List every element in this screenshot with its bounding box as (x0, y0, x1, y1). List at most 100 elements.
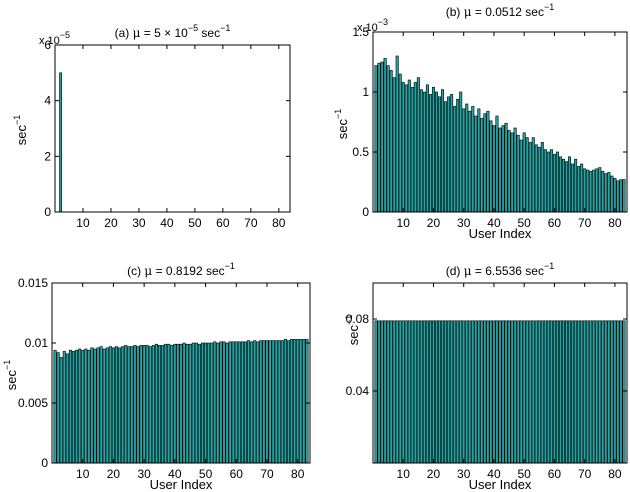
bar (216, 342, 220, 464)
bar (197, 343, 201, 464)
bar (522, 132, 526, 213)
bar (389, 70, 393, 213)
bar (592, 169, 596, 213)
bar (444, 320, 448, 464)
bar (610, 175, 614, 213)
bar (380, 61, 384, 213)
bar (610, 320, 614, 464)
bar (383, 320, 387, 464)
bar (293, 339, 297, 464)
bar (151, 345, 155, 464)
bar (510, 132, 514, 213)
bar (148, 346, 152, 464)
bar (265, 340, 269, 464)
x-axis-label: User Index (469, 226, 532, 241)
bar (290, 339, 294, 464)
chart-title: (a) μ = 5 × 10−5 sec−1 (115, 23, 231, 40)
bar (90, 347, 94, 464)
bar (601, 170, 605, 213)
y-tick-label: 0 (44, 205, 51, 219)
bar (142, 345, 146, 464)
bar (389, 320, 393, 464)
bar (525, 320, 529, 464)
bar (522, 320, 526, 464)
bar (398, 320, 402, 464)
bar (286, 340, 291, 464)
bar (516, 134, 520, 213)
x-tick-label: 60 (230, 467, 244, 481)
bar (598, 167, 602, 213)
y-axis-label: sec−1 (12, 115, 29, 146)
bar (277, 340, 281, 464)
y-tick-label: 0.5 (352, 145, 369, 159)
bar (127, 346, 131, 464)
bar (453, 106, 457, 213)
bar (422, 91, 426, 213)
bar (434, 320, 439, 464)
bar (441, 89, 445, 213)
bar (200, 342, 205, 464)
y-tick-label: 0.015 (18, 276, 48, 290)
bar (114, 346, 119, 464)
bar (622, 320, 626, 464)
bar (501, 320, 505, 464)
bar (377, 62, 381, 213)
bar (474, 115, 478, 213)
bar (471, 106, 475, 213)
bar (247, 340, 251, 464)
panel-b: 10 20 30 40 50 60 70 80 0 0.5 1 1.5x 10−3 (b) μ = 0.… (333, 2, 628, 241)
bar (471, 320, 475, 464)
bar (231, 341, 235, 464)
bar (501, 125, 505, 213)
bar (492, 320, 496, 464)
bar (59, 357, 63, 464)
bar (561, 158, 566, 213)
bar (428, 94, 432, 213)
bar (204, 342, 208, 464)
bar (586, 169, 590, 213)
bar (188, 343, 192, 464)
bar (111, 347, 115, 464)
bar (234, 341, 238, 464)
bar (256, 341, 260, 464)
bar (477, 320, 481, 464)
bar (616, 320, 620, 464)
axes-box (54, 44, 291, 213)
y-tick-label: 0.08 (346, 312, 370, 326)
bar (438, 96, 442, 213)
x-tick-label: 70 (578, 216, 592, 230)
bar (504, 320, 508, 464)
x-tick-label: 30 (132, 216, 146, 230)
bar (601, 320, 605, 464)
bar (465, 320, 469, 464)
y-tick-label: 1 (362, 85, 369, 99)
x-tick-label: 50 (518, 216, 532, 230)
bar (586, 320, 590, 464)
bar (185, 343, 189, 464)
bar (173, 343, 177, 464)
bar (154, 343, 158, 464)
bar (305, 339, 309, 464)
bar (398, 73, 402, 213)
bar (456, 98, 460, 213)
bar (444, 101, 448, 213)
x-tick-label: 30 (457, 216, 471, 230)
x-tick-label: 60 (548, 216, 562, 230)
x-axis-label: User Index (150, 477, 213, 492)
bar (259, 340, 263, 464)
bar (407, 79, 411, 213)
bar (459, 91, 463, 213)
y-tick-label: 0 (362, 205, 369, 219)
bar (62, 351, 66, 464)
bar (78, 348, 82, 464)
bar (53, 349, 57, 464)
bar (118, 347, 122, 464)
x-tick-label: 30 (457, 467, 471, 481)
bar (419, 89, 423, 213)
y-tick-label: 6 (44, 38, 51, 52)
bar (546, 320, 550, 464)
y-tick-label: 4 (44, 94, 51, 108)
bar (619, 179, 623, 213)
bar (498, 127, 502, 213)
